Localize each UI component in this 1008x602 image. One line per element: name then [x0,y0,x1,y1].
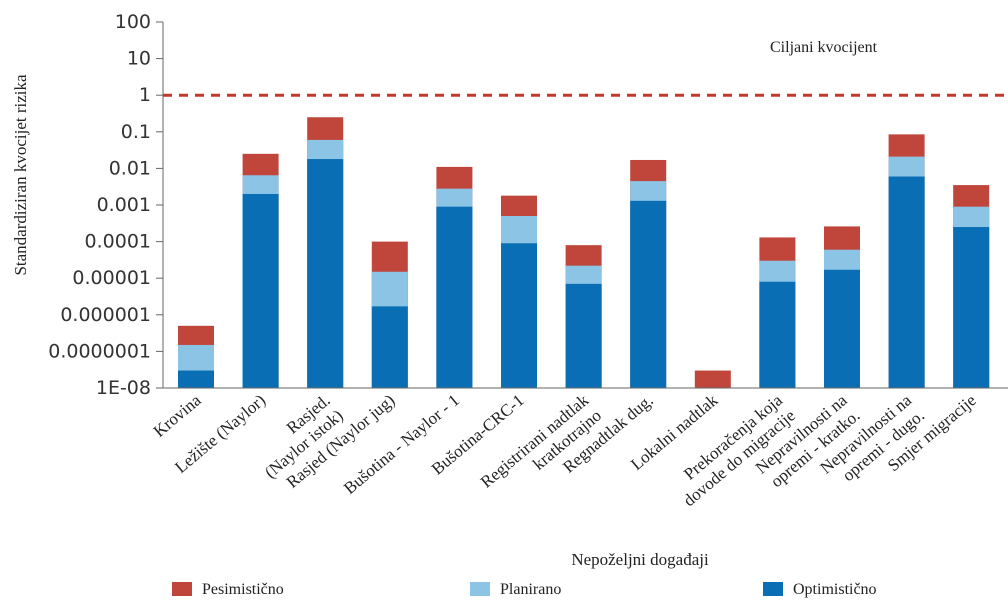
category-label: Krovina [150,390,205,441]
y-axis-ticks: 100 10 1 0.1 0.01 0.001 0.0001 0.00001 0.000001 0… [48,11,163,399]
legend-swatch [470,582,490,596]
y-tick-label: 0.0000001 [48,340,151,362]
legend-label: Pesimistično [202,581,284,598]
bar-optimistično [178,370,214,388]
y-tick-label: 10 [127,48,151,70]
bar-optimistično [630,200,667,388]
bar-optimistično [501,243,537,388]
bar-optimistično [888,176,925,388]
y-tick-label: 1E-08 [96,377,151,399]
bar-optimistično [371,306,408,388]
bar-optimistično [953,227,990,388]
bar-optimistično [759,281,796,388]
y-tick-label: 0.001 [97,194,151,216]
category-label: Bušotina - Naylor - 1 [340,391,463,498]
y-tick-label: 0.0001 [85,231,151,253]
y-tick-label: 100 [115,11,151,33]
bar-optimistično [824,269,860,388]
bar-optimistično [307,159,344,388]
legend-swatch [172,582,192,596]
bar-optimistično [565,283,602,388]
bar-optimistično [436,206,473,388]
bar-pesimistično [694,370,731,388]
x-axis-title: Nepoželjni događaji [571,550,709,569]
y-tick-label: 0.01 [109,157,151,179]
y-tick-label: 1 [139,84,151,106]
y-tick-label: 0.00001 [72,267,151,289]
target-quotient-label: Ciljani kvocijent [770,39,878,56]
legend: Pesimistično Planirano Optimistično [172,581,877,598]
legend-label: Planirano [500,581,561,598]
y-tick-label: 0.1 [121,121,151,143]
y-tick-label: 0.000001 [60,304,151,326]
legend-swatch [763,582,783,596]
legend-label: Optimistično [793,581,877,598]
bars [178,117,990,388]
bar-optimistično [242,193,279,388]
y-axis-title: Standardiziran kvocijet rizika [11,74,30,276]
